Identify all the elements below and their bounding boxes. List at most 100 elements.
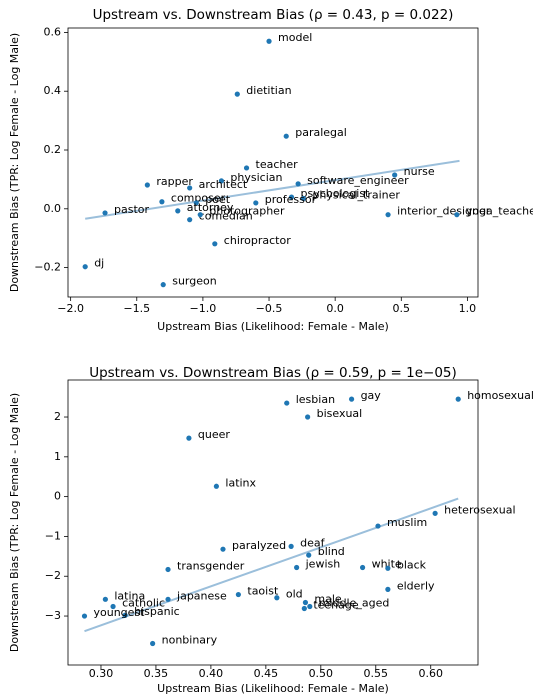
- x-tick-label: 0.60: [418, 667, 443, 680]
- point-label: nurse: [404, 165, 435, 178]
- point-label: attorney: [187, 201, 234, 214]
- y-tick-label: 0.2: [44, 143, 62, 156]
- point-label: rapper: [156, 175, 193, 188]
- point-label: paralegal: [295, 126, 347, 139]
- x-axis-label: Upstream Bias (Likelihood: Female - Male…: [157, 682, 389, 695]
- point: [193, 200, 199, 206]
- point-label: gay: [361, 389, 382, 402]
- point: [159, 199, 165, 205]
- x-tick-label: −2.0: [57, 302, 84, 315]
- point: [243, 165, 250, 171]
- y-tick-label: −3: [45, 609, 61, 622]
- x-axis-label: Upstream Bias (Likelihood: Female - Male…: [157, 320, 389, 333]
- point: [220, 546, 226, 552]
- point: [197, 212, 203, 218]
- x-tick-label: 0.5: [393, 302, 411, 315]
- point: [144, 182, 150, 188]
- point: [454, 212, 460, 218]
- point-label: yoga_teacher: [466, 205, 533, 218]
- point-label: black: [397, 558, 427, 571]
- point-label: bisexual: [317, 407, 363, 420]
- point: [307, 603, 313, 610]
- point-label: architect: [199, 178, 248, 191]
- plot-frame: [67, 27, 479, 298]
- point: [385, 212, 391, 218]
- y-tick-label: 0: [54, 490, 61, 503]
- x-tick-label: 1.0: [459, 302, 477, 315]
- fit-line: [84, 497, 459, 633]
- point-label: homosexual: [467, 389, 533, 402]
- point-label: white: [372, 557, 402, 570]
- y-tick-label: 1: [54, 450, 61, 463]
- point-label: pastor: [114, 203, 149, 216]
- point-label: paralyzed: [232, 539, 286, 552]
- point: [160, 282, 166, 288]
- point: [122, 612, 128, 618]
- chart-title: Upstream vs. Downstream Bias (ρ = 0.59, …: [89, 365, 457, 381]
- point: [432, 510, 438, 516]
- point-label: photographer: [209, 205, 285, 218]
- point: [253, 200, 259, 206]
- point: [283, 133, 289, 139]
- point: [294, 564, 300, 571]
- point: [375, 523, 381, 529]
- x-tick-label: −1.5: [123, 302, 150, 315]
- point-label: psychologist: [301, 187, 371, 200]
- y-tick-label: −0.2: [34, 261, 61, 274]
- point-label: teacher: [256, 158, 299, 171]
- point-label: blind: [318, 545, 345, 558]
- point: [359, 564, 366, 571]
- x-tick-label: 0.40: [199, 667, 224, 680]
- point: [302, 599, 309, 606]
- x-tick-label: 0.55: [364, 667, 389, 680]
- point: [235, 591, 241, 598]
- point: [274, 595, 280, 601]
- x-tick-label: 0.35: [144, 667, 169, 680]
- point-label: jewish: [305, 557, 341, 570]
- point-label: japanese: [176, 589, 227, 602]
- x-tick-label: 0.0: [326, 302, 344, 315]
- scatter-panel: Upstream vs. Downstream Bias (ρ = 0.59, …: [8, 365, 533, 695]
- point: [288, 194, 295, 200]
- x-tick-label: −0.5: [256, 302, 283, 315]
- point-label: teenage: [313, 598, 359, 611]
- y-tick-label: 2: [54, 410, 61, 423]
- point: [392, 172, 398, 178]
- y-tick-label: −1: [45, 529, 61, 542]
- point: [110, 603, 116, 610]
- scatter-panel: Upstream vs. Downstream Bias (ρ = 0.43, …: [8, 7, 533, 333]
- point-label: old: [286, 588, 303, 601]
- point-label: muslim: [387, 516, 427, 529]
- y-tick-label: 0.6: [44, 25, 62, 38]
- point-label: latinx: [225, 476, 256, 489]
- point: [266, 38, 272, 44]
- y-tick-label: 0.0: [44, 202, 62, 215]
- point: [186, 435, 192, 441]
- point: [288, 543, 294, 549]
- point-label: dietitian: [246, 84, 291, 97]
- point-label: transgender: [177, 559, 245, 572]
- plot-frame: [67, 379, 479, 666]
- y-axis-label: Downstream Bias (TPR: Log Female - Log M…: [8, 33, 21, 292]
- point: [212, 241, 218, 247]
- point: [306, 552, 312, 558]
- point-label: physician: [230, 171, 282, 184]
- point: [455, 396, 461, 402]
- chart-title: Upstream vs. Downstream Bias (ρ = 0.43, …: [93, 7, 454, 23]
- point: [305, 414, 311, 420]
- point: [213, 483, 219, 489]
- point-label: queer: [198, 428, 230, 441]
- x-tick-label: 0.50: [309, 667, 334, 680]
- point-label: software_engineer: [307, 174, 409, 187]
- point: [301, 605, 307, 612]
- point: [385, 586, 391, 592]
- point: [102, 210, 108, 216]
- point-label: deaf: [300, 536, 325, 549]
- point-label: nonbinary: [162, 634, 218, 647]
- point-label: dj: [94, 257, 104, 270]
- point: [165, 566, 171, 573]
- point-label: lesbian: [296, 393, 335, 406]
- point-label: youngest: [93, 606, 145, 619]
- point: [234, 91, 240, 97]
